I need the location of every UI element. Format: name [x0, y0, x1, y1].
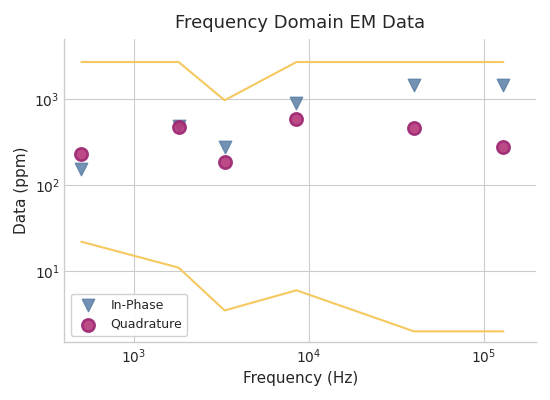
Quadrature: [499, 144, 508, 150]
In-Phase: [410, 82, 419, 88]
Quadrature: [174, 123, 183, 130]
Legend: In-Phase, Quadrature: In-Phase, Quadrature: [71, 294, 188, 336]
Quadrature: [220, 159, 229, 165]
Quadrature: [410, 125, 419, 131]
Quadrature: [77, 151, 86, 157]
Y-axis label: Data (ppm): Data (ppm): [14, 147, 29, 234]
Quadrature: [292, 116, 301, 123]
In-Phase: [77, 166, 86, 172]
In-Phase: [499, 82, 508, 88]
In-Phase: [174, 122, 183, 129]
In-Phase: [292, 100, 301, 106]
In-Phase: [220, 144, 229, 150]
X-axis label: Frequency (Hz): Frequency (Hz): [243, 371, 358, 386]
Title: Frequency Domain EM Data: Frequency Domain EM Data: [175, 14, 425, 32]
